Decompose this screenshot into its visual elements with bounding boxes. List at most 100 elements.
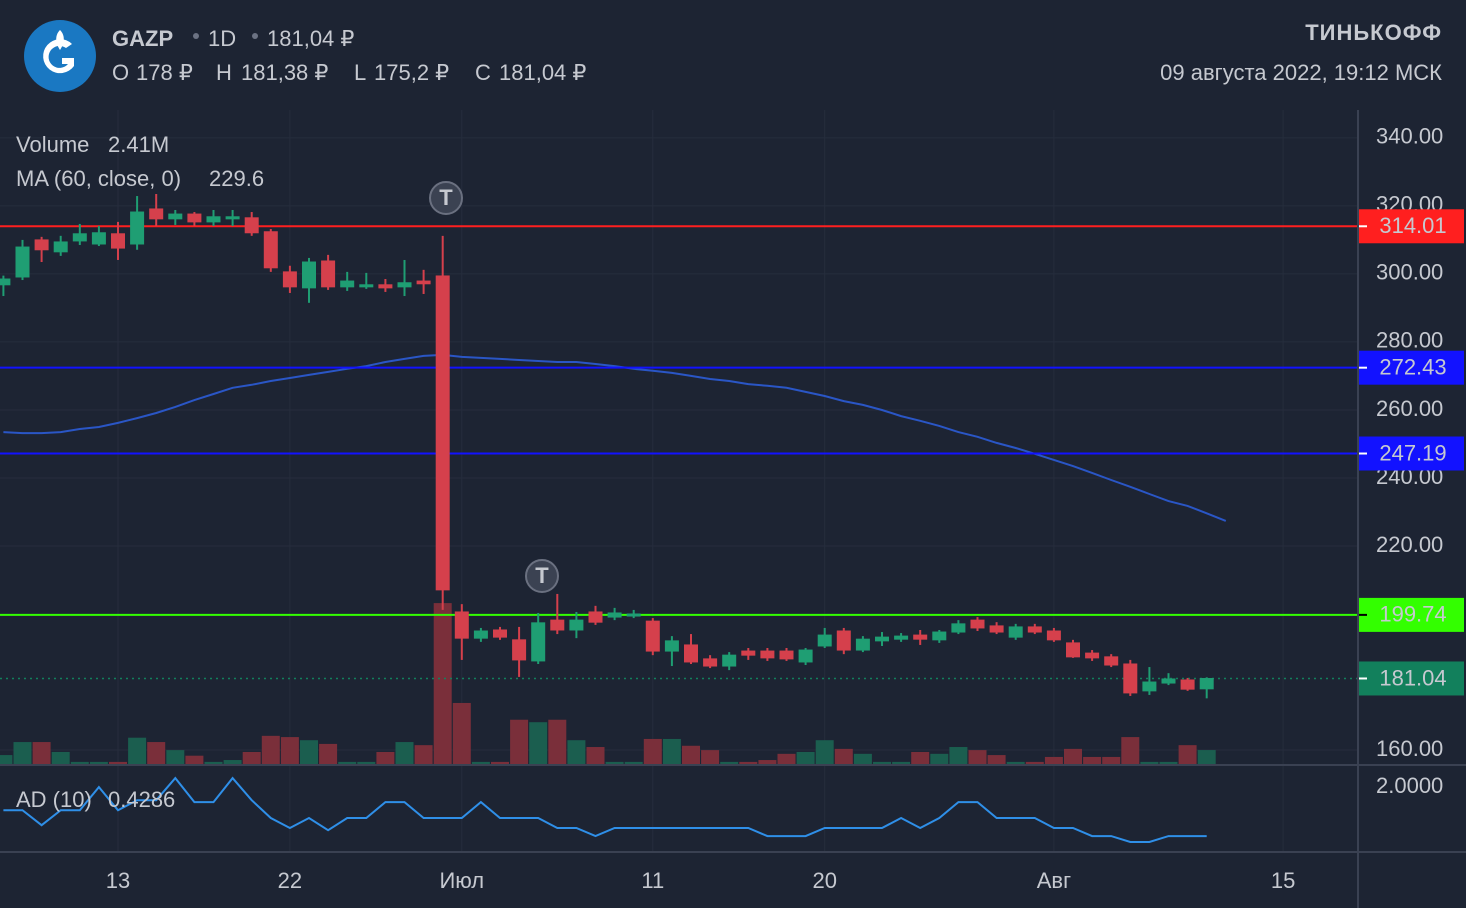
price-tag-label: 272.43 bbox=[1379, 354, 1446, 379]
volume-bar bbox=[89, 761, 108, 765]
volume-bar bbox=[300, 740, 318, 765]
separator-dot bbox=[193, 33, 199, 39]
volume-bar bbox=[1102, 756, 1121, 765]
volume-bar bbox=[567, 740, 586, 765]
volume-bar bbox=[109, 761, 127, 765]
price-tag-label: 199.74 bbox=[1379, 602, 1446, 627]
volume-bar bbox=[1083, 756, 1102, 765]
candle-body bbox=[53, 241, 68, 253]
candle-body bbox=[72, 233, 87, 242]
price-tag bbox=[1359, 350, 1464, 385]
candle-body bbox=[1199, 677, 1214, 690]
candle-body bbox=[779, 650, 794, 660]
volume-bar bbox=[662, 738, 681, 765]
interval: 1D bbox=[208, 26, 236, 51]
price-tag bbox=[1359, 209, 1464, 244]
volume-bar bbox=[834, 748, 853, 765]
candle-body bbox=[855, 638, 870, 651]
volume-bar bbox=[1006, 761, 1025, 765]
volume-bar bbox=[261, 735, 280, 765]
y-tick-label: 160.00 bbox=[1376, 736, 1443, 761]
legend-value: 0.4286 bbox=[108, 787, 175, 812]
volume-bar bbox=[1025, 761, 1044, 765]
volume-bar bbox=[414, 745, 433, 765]
legend-value: 2.41M bbox=[108, 132, 169, 157]
ohlc-key: H bbox=[216, 60, 232, 85]
candle-body bbox=[1123, 663, 1138, 694]
event-marker bbox=[429, 181, 463, 215]
legend-label: Volume bbox=[16, 132, 89, 157]
candle-body bbox=[1027, 626, 1042, 633]
x-tick-label: 13 bbox=[106, 868, 130, 893]
volume-bar bbox=[739, 761, 758, 765]
logo-flame bbox=[56, 30, 64, 50]
ticker: GAZP bbox=[112, 26, 173, 51]
volume-bar bbox=[1064, 748, 1082, 765]
candle-body bbox=[15, 246, 30, 278]
candle-body bbox=[741, 650, 756, 656]
event-marker bbox=[525, 559, 559, 593]
candle-body bbox=[282, 271, 297, 288]
volume-bar bbox=[280, 737, 299, 765]
volume-bar bbox=[949, 747, 968, 765]
ohlc-key: L bbox=[354, 60, 366, 85]
candle-body bbox=[149, 208, 164, 220]
candle-body bbox=[321, 260, 336, 288]
y-tick-label: 280.00 bbox=[1376, 328, 1443, 353]
volume-bar bbox=[491, 761, 509, 765]
volume-bar bbox=[873, 761, 891, 765]
volume-bar bbox=[338, 761, 357, 765]
logo-circle bbox=[24, 20, 96, 92]
volume-bar bbox=[1178, 745, 1197, 765]
candle-body bbox=[1008, 626, 1023, 638]
volume-bar bbox=[185, 755, 204, 765]
candle-body bbox=[932, 631, 947, 641]
event-label: T bbox=[439, 185, 453, 210]
x-tick-label: 20 bbox=[812, 868, 836, 893]
candle-body bbox=[454, 611, 469, 639]
candle-body bbox=[435, 275, 450, 591]
datetime: 09 августа 2022, 19:12 МСК bbox=[1160, 60, 1442, 85]
volume-bar bbox=[586, 747, 605, 765]
volume-bar bbox=[892, 761, 911, 765]
candle-body bbox=[989, 625, 1004, 633]
volume-bar bbox=[548, 719, 567, 765]
price: 181,04 ₽ bbox=[267, 26, 354, 51]
volume-bar bbox=[357, 761, 376, 765]
candle-body bbox=[569, 619, 584, 631]
brand: ТИНЬКОФФ bbox=[1305, 20, 1442, 45]
volume-bar bbox=[911, 751, 930, 765]
volume-bar bbox=[32, 742, 51, 765]
ohlc-value: 181,38 ₽ bbox=[241, 60, 328, 85]
y-tick-label: 260.00 bbox=[1376, 396, 1443, 421]
candle-body bbox=[397, 282, 412, 288]
logo-mark bbox=[43, 39, 74, 74]
volume-bar bbox=[777, 753, 796, 765]
ohlc-value: 178 ₽ bbox=[136, 60, 193, 85]
candle-body bbox=[550, 619, 565, 631]
candle-body bbox=[130, 211, 145, 245]
candle-body bbox=[645, 620, 660, 652]
volume-bar bbox=[433, 603, 452, 765]
y-tick-label: 300.00 bbox=[1376, 260, 1443, 285]
volume-bar bbox=[395, 742, 414, 765]
candle-body bbox=[875, 636, 889, 642]
volume-bar bbox=[319, 743, 338, 765]
ma-line bbox=[3, 353, 1227, 522]
candle-body bbox=[187, 213, 202, 223]
candle-body bbox=[607, 612, 622, 618]
candle-body bbox=[1161, 678, 1176, 684]
candle-body bbox=[684, 644, 698, 663]
volume-bar bbox=[701, 750, 720, 765]
candle-body bbox=[168, 213, 183, 220]
volume-bar bbox=[720, 761, 739, 765]
candle-body bbox=[1142, 681, 1157, 692]
candle-body bbox=[588, 611, 603, 623]
candle-body bbox=[970, 619, 985, 629]
x-tick-label: Июл bbox=[439, 868, 484, 893]
legend-label: MA (60, close, 0) bbox=[16, 166, 181, 191]
volume-bar bbox=[13, 742, 32, 765]
logo bbox=[24, 20, 96, 92]
volume-bar bbox=[853, 753, 872, 765]
